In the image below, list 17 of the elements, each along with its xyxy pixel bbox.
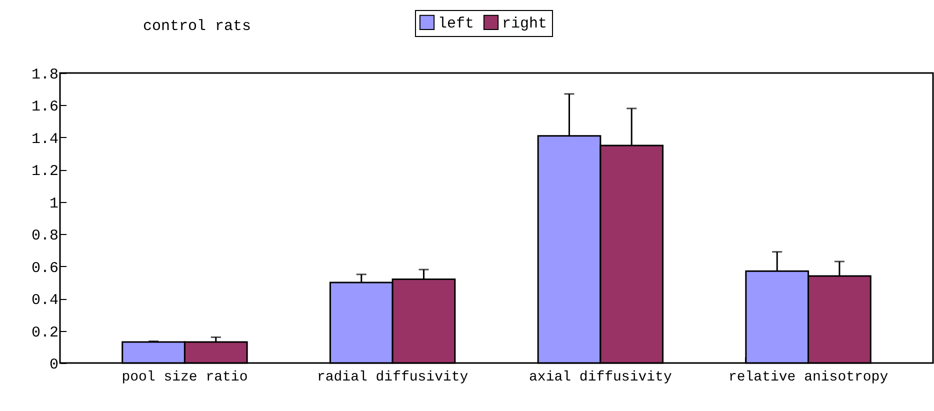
y-tick-label: 1.2 <box>31 163 58 180</box>
y-tick-label: 1.6 <box>31 98 58 116</box>
x-tick-label: relative anisotropy <box>728 370 888 386</box>
y-tick-label: 0 <box>49 356 58 374</box>
y-tick-label: 1.8 <box>31 66 58 84</box>
legend-label: left <box>438 15 474 32</box>
y-tick-label: 1 <box>49 195 58 212</box>
x-tick-label: radial diffusivity <box>316 370 468 386</box>
chart-title: control rats <box>143 18 252 35</box>
y-tick-label: 0.2 <box>31 324 58 342</box>
legend-label: right <box>502 15 548 32</box>
y-tick-label: 0.6 <box>31 260 58 277</box>
y-tick-label: 0.8 <box>31 228 58 245</box>
x-tick-label: axial diffusivity <box>529 370 672 386</box>
y-tick-label: 0.4 <box>31 292 58 310</box>
x-tick-label: pool size ratio <box>122 370 248 386</box>
y-tick-label: 1.4 <box>31 130 58 148</box>
